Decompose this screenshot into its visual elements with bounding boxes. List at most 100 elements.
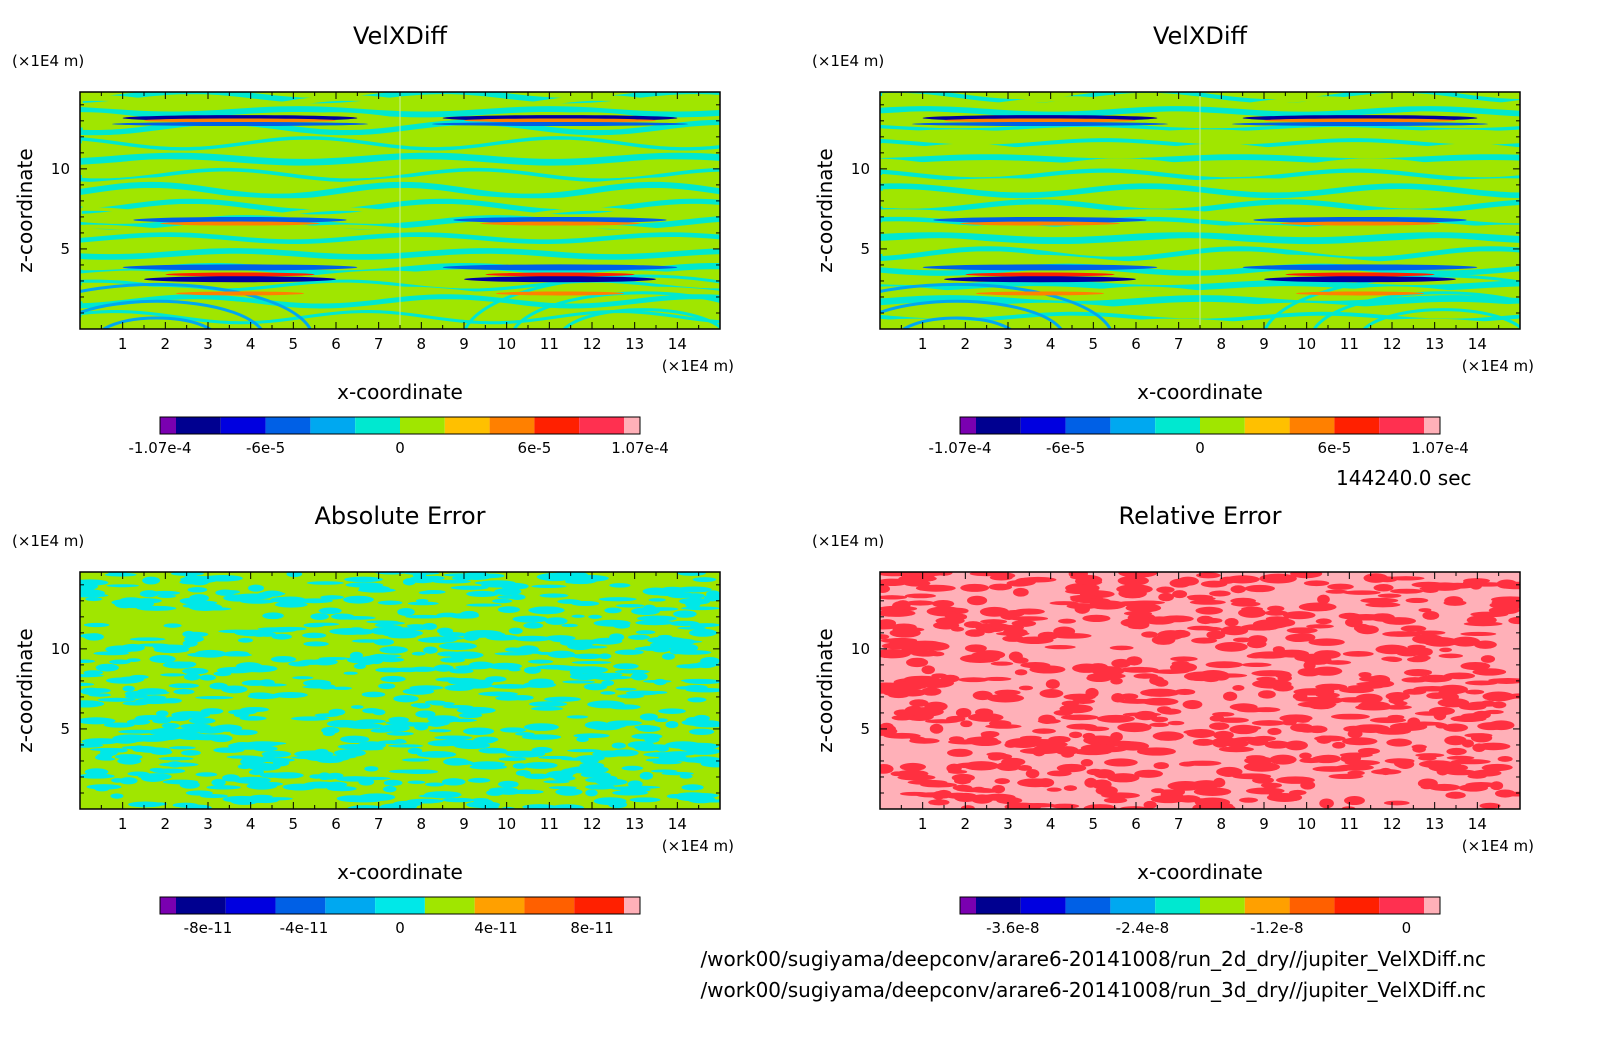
contour-cell [409,685,444,691]
contour-cell [181,661,197,667]
contour-band [80,152,720,166]
contour-cell [1005,738,1042,748]
contour-cell [485,676,507,683]
colorbar-segment [1065,417,1111,434]
y-tick-label: 10 [851,640,870,658]
x-tick-label: 3 [203,815,213,833]
x-tick-label: 3 [1003,335,1013,353]
contour-cell [1268,790,1283,799]
contour-cell [1189,599,1226,605]
contour-cell [524,773,551,780]
contour-cell [418,794,446,798]
contour-cell [402,758,430,762]
contour-cell [614,649,644,655]
contour-cell [567,749,602,753]
contour-cell [1202,626,1223,632]
contour-cell [1174,688,1196,696]
contour-cell [1061,751,1075,758]
contour-cell [456,706,496,714]
y-axis-label: z-coordinate [813,148,837,272]
y-axis-label: z-coordinate [13,148,37,272]
contour-cell [1224,617,1239,627]
contour-cell [380,675,406,683]
x-tick-label: 7 [374,815,384,833]
contour-cell [929,723,944,734]
contour-cell [1488,678,1520,683]
contour-cell [583,683,608,691]
contour-cell [1382,617,1417,625]
contour-cell [555,788,583,796]
contour-cell [1444,735,1467,746]
contour-cell [1277,674,1293,682]
contour-cell [1358,701,1391,711]
contour-cell [1446,755,1475,760]
contour-arc [1362,308,1520,329]
contour-cell [302,632,327,639]
contour-cell [1275,649,1310,658]
contour-cell [393,695,419,703]
contour-cell [349,651,363,660]
contour-cell [478,747,508,754]
contour-cell [222,653,252,657]
contour-feature [1264,118,1456,123]
colorbar-tick-label: -1.07e-4 [929,439,992,457]
contour-cell [641,607,679,611]
contour-cell [83,670,104,676]
contour-cell [609,704,641,710]
contour-cell [642,679,672,683]
y-unit-label: (×1E4 m) [812,52,884,70]
contour-cell [1479,802,1501,809]
colorbar-tick-label: -8e-11 [184,919,233,937]
contour-cell [416,751,457,758]
contour-cell [110,793,124,799]
contour-cell [320,595,344,600]
colorbar-segment [960,897,976,914]
contour-cell [899,688,927,697]
x-tick-label: 11 [1340,815,1359,833]
contour-cell [1202,677,1220,683]
contour-cell [441,778,466,786]
contour-cell [994,778,1010,785]
contour-cell [97,697,137,702]
contour-cell [621,785,661,789]
contour-cell [332,686,352,690]
contour-cell [176,732,207,741]
contour-cell [357,660,375,666]
x-axis-label: x-coordinate [1137,380,1263,404]
contour-cell [494,588,522,596]
x-tick-label: 7 [374,335,384,353]
contour-cell [326,719,362,728]
contour-feature [960,221,1120,226]
contour-cell [181,749,201,756]
contour-cell [1061,700,1080,707]
contour-cell [1465,689,1485,695]
x-tick-label: 3 [1003,815,1013,833]
contour-cell [186,600,218,605]
contour-cell [459,610,479,619]
contour-cell [1470,733,1493,743]
contour-cell [1283,793,1303,802]
contour-cell [86,784,122,790]
contour-feature [133,216,347,223]
contour-cell [211,778,226,787]
contour-cell [585,784,616,790]
contour-cell [314,748,329,755]
colorbar-segment [1200,897,1245,914]
contour-cell [915,792,955,798]
colorbar-segment [1379,417,1424,434]
contour-cell [960,583,990,592]
contour-cell [569,673,599,681]
contour-cell [893,709,912,717]
x-tick-label: 2 [961,815,971,833]
contour-cell [892,627,925,632]
contour-feature [1232,121,1488,126]
contour-feature [944,276,1136,283]
contour-cell [1141,697,1179,706]
contour-cell [643,752,679,758]
colorbar-tick-label: -1.2e-8 [1250,919,1303,937]
contour-cell [1445,791,1466,799]
contour-cell [1241,662,1272,668]
contour-cell [1200,580,1228,588]
contour-cell [466,590,499,598]
contour-cell [681,606,720,611]
